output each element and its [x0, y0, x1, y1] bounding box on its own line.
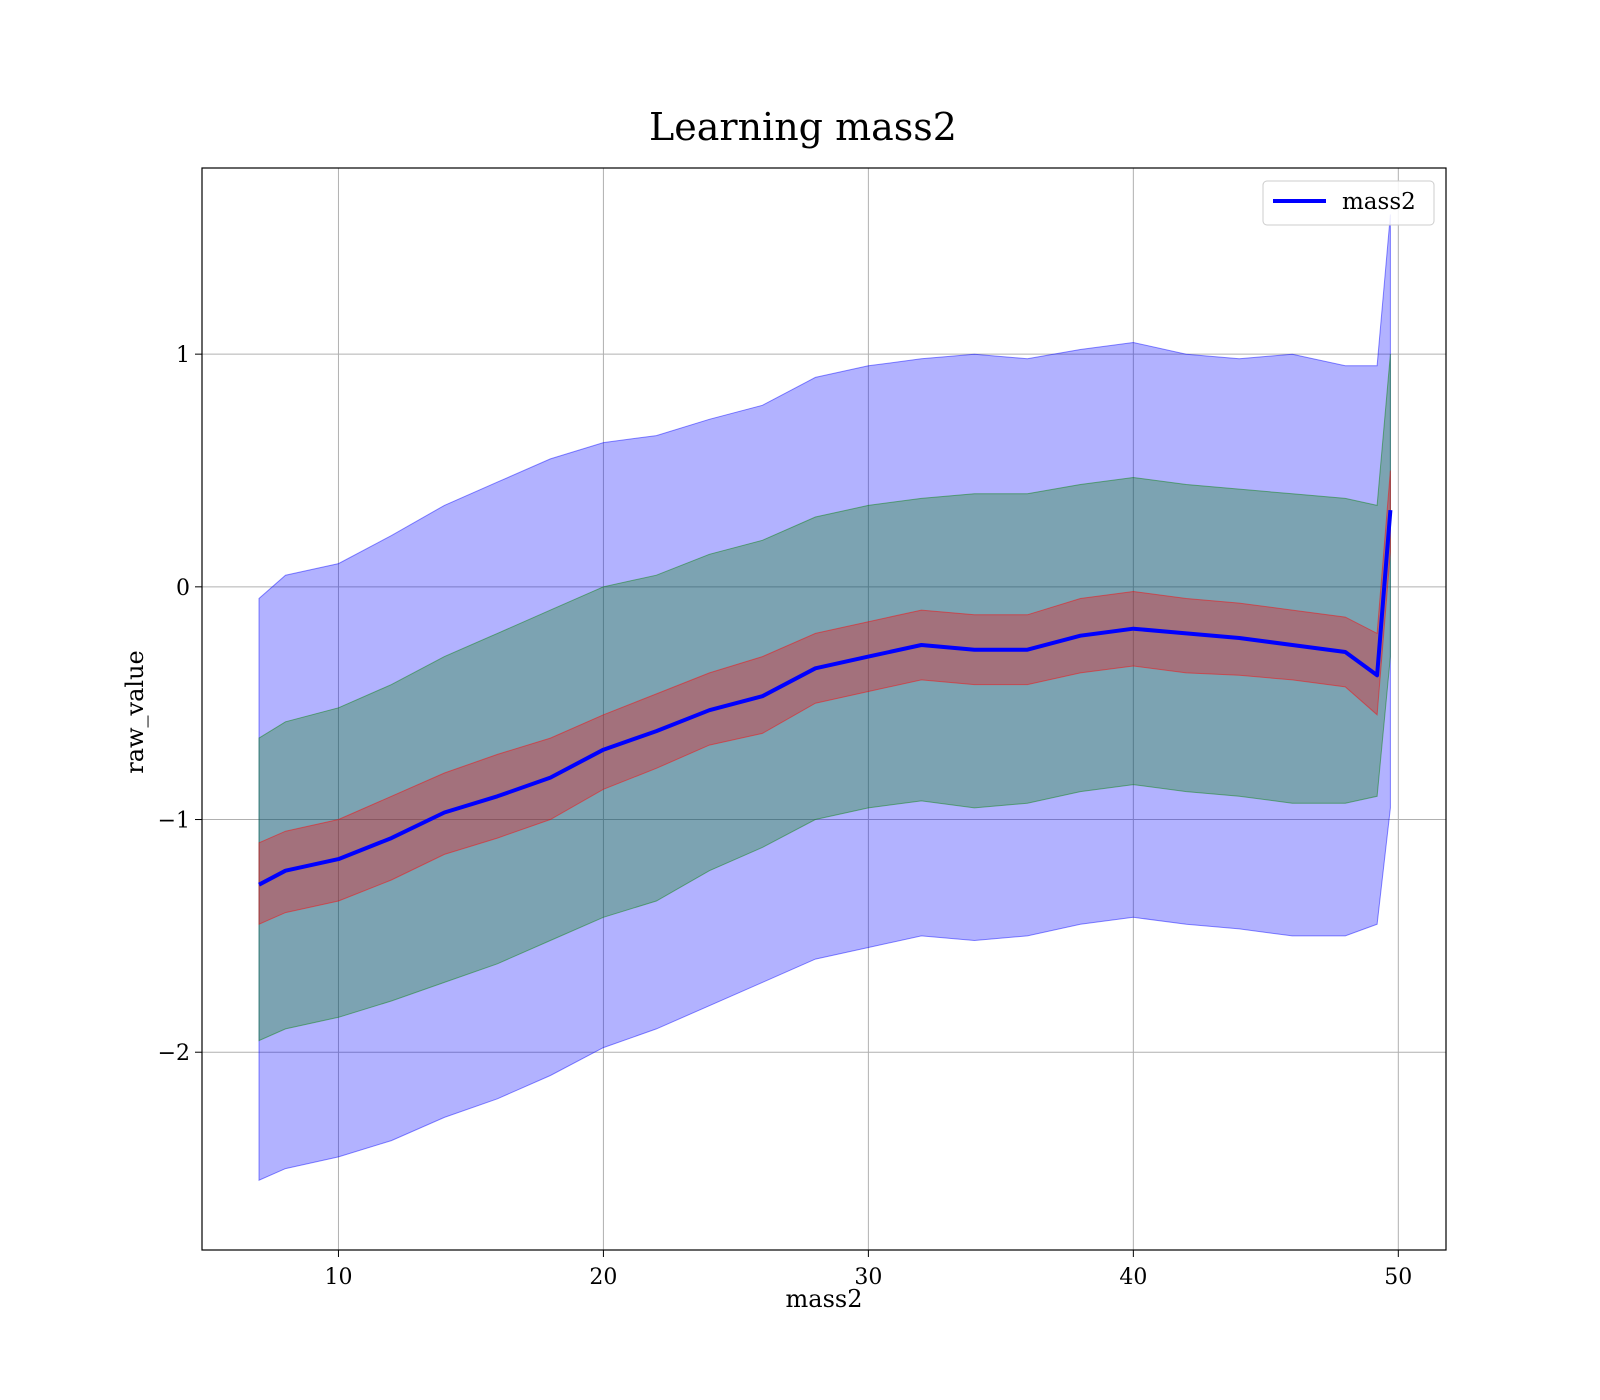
y-tick-label: 0 [176, 576, 190, 601]
series-lines [258, 509, 1393, 887]
y-tick-label: 1 [176, 343, 190, 368]
legend: mass2 [1262, 180, 1435, 226]
series-line [258, 509, 1393, 887]
y-axis-ticks: −2 −1 0 1 [158, 343, 202, 1066]
plot-frame [201, 167, 1447, 1251]
x-axis-label: mass2 [786, 1285, 863, 1313]
x-axis-ticks: 10 20 30 40 50 [324, 1250, 1412, 1290]
confidence-band [258, 214, 1391, 1181]
x-tick-label: 50 [1384, 1265, 1412, 1290]
legend-label: mass2 [1342, 189, 1416, 215]
x-tick-label: 20 [589, 1265, 617, 1290]
gridlines [202, 168, 1446, 1250]
confidence-bands [258, 214, 1391, 1181]
y-axis-label: raw_value [121, 650, 149, 774]
confidence-band [258, 470, 1391, 925]
chart-title: Learning mass2 [649, 105, 957, 149]
x-tick-label: 40 [1119, 1265, 1147, 1290]
x-tick-label: 30 [854, 1265, 882, 1290]
x-tick-label: 10 [324, 1265, 352, 1290]
confidence-band [258, 354, 1391, 1042]
legend-box [1262, 180, 1435, 226]
y-tick-label: −2 [158, 1041, 190, 1066]
y-tick-label: −1 [158, 809, 190, 834]
